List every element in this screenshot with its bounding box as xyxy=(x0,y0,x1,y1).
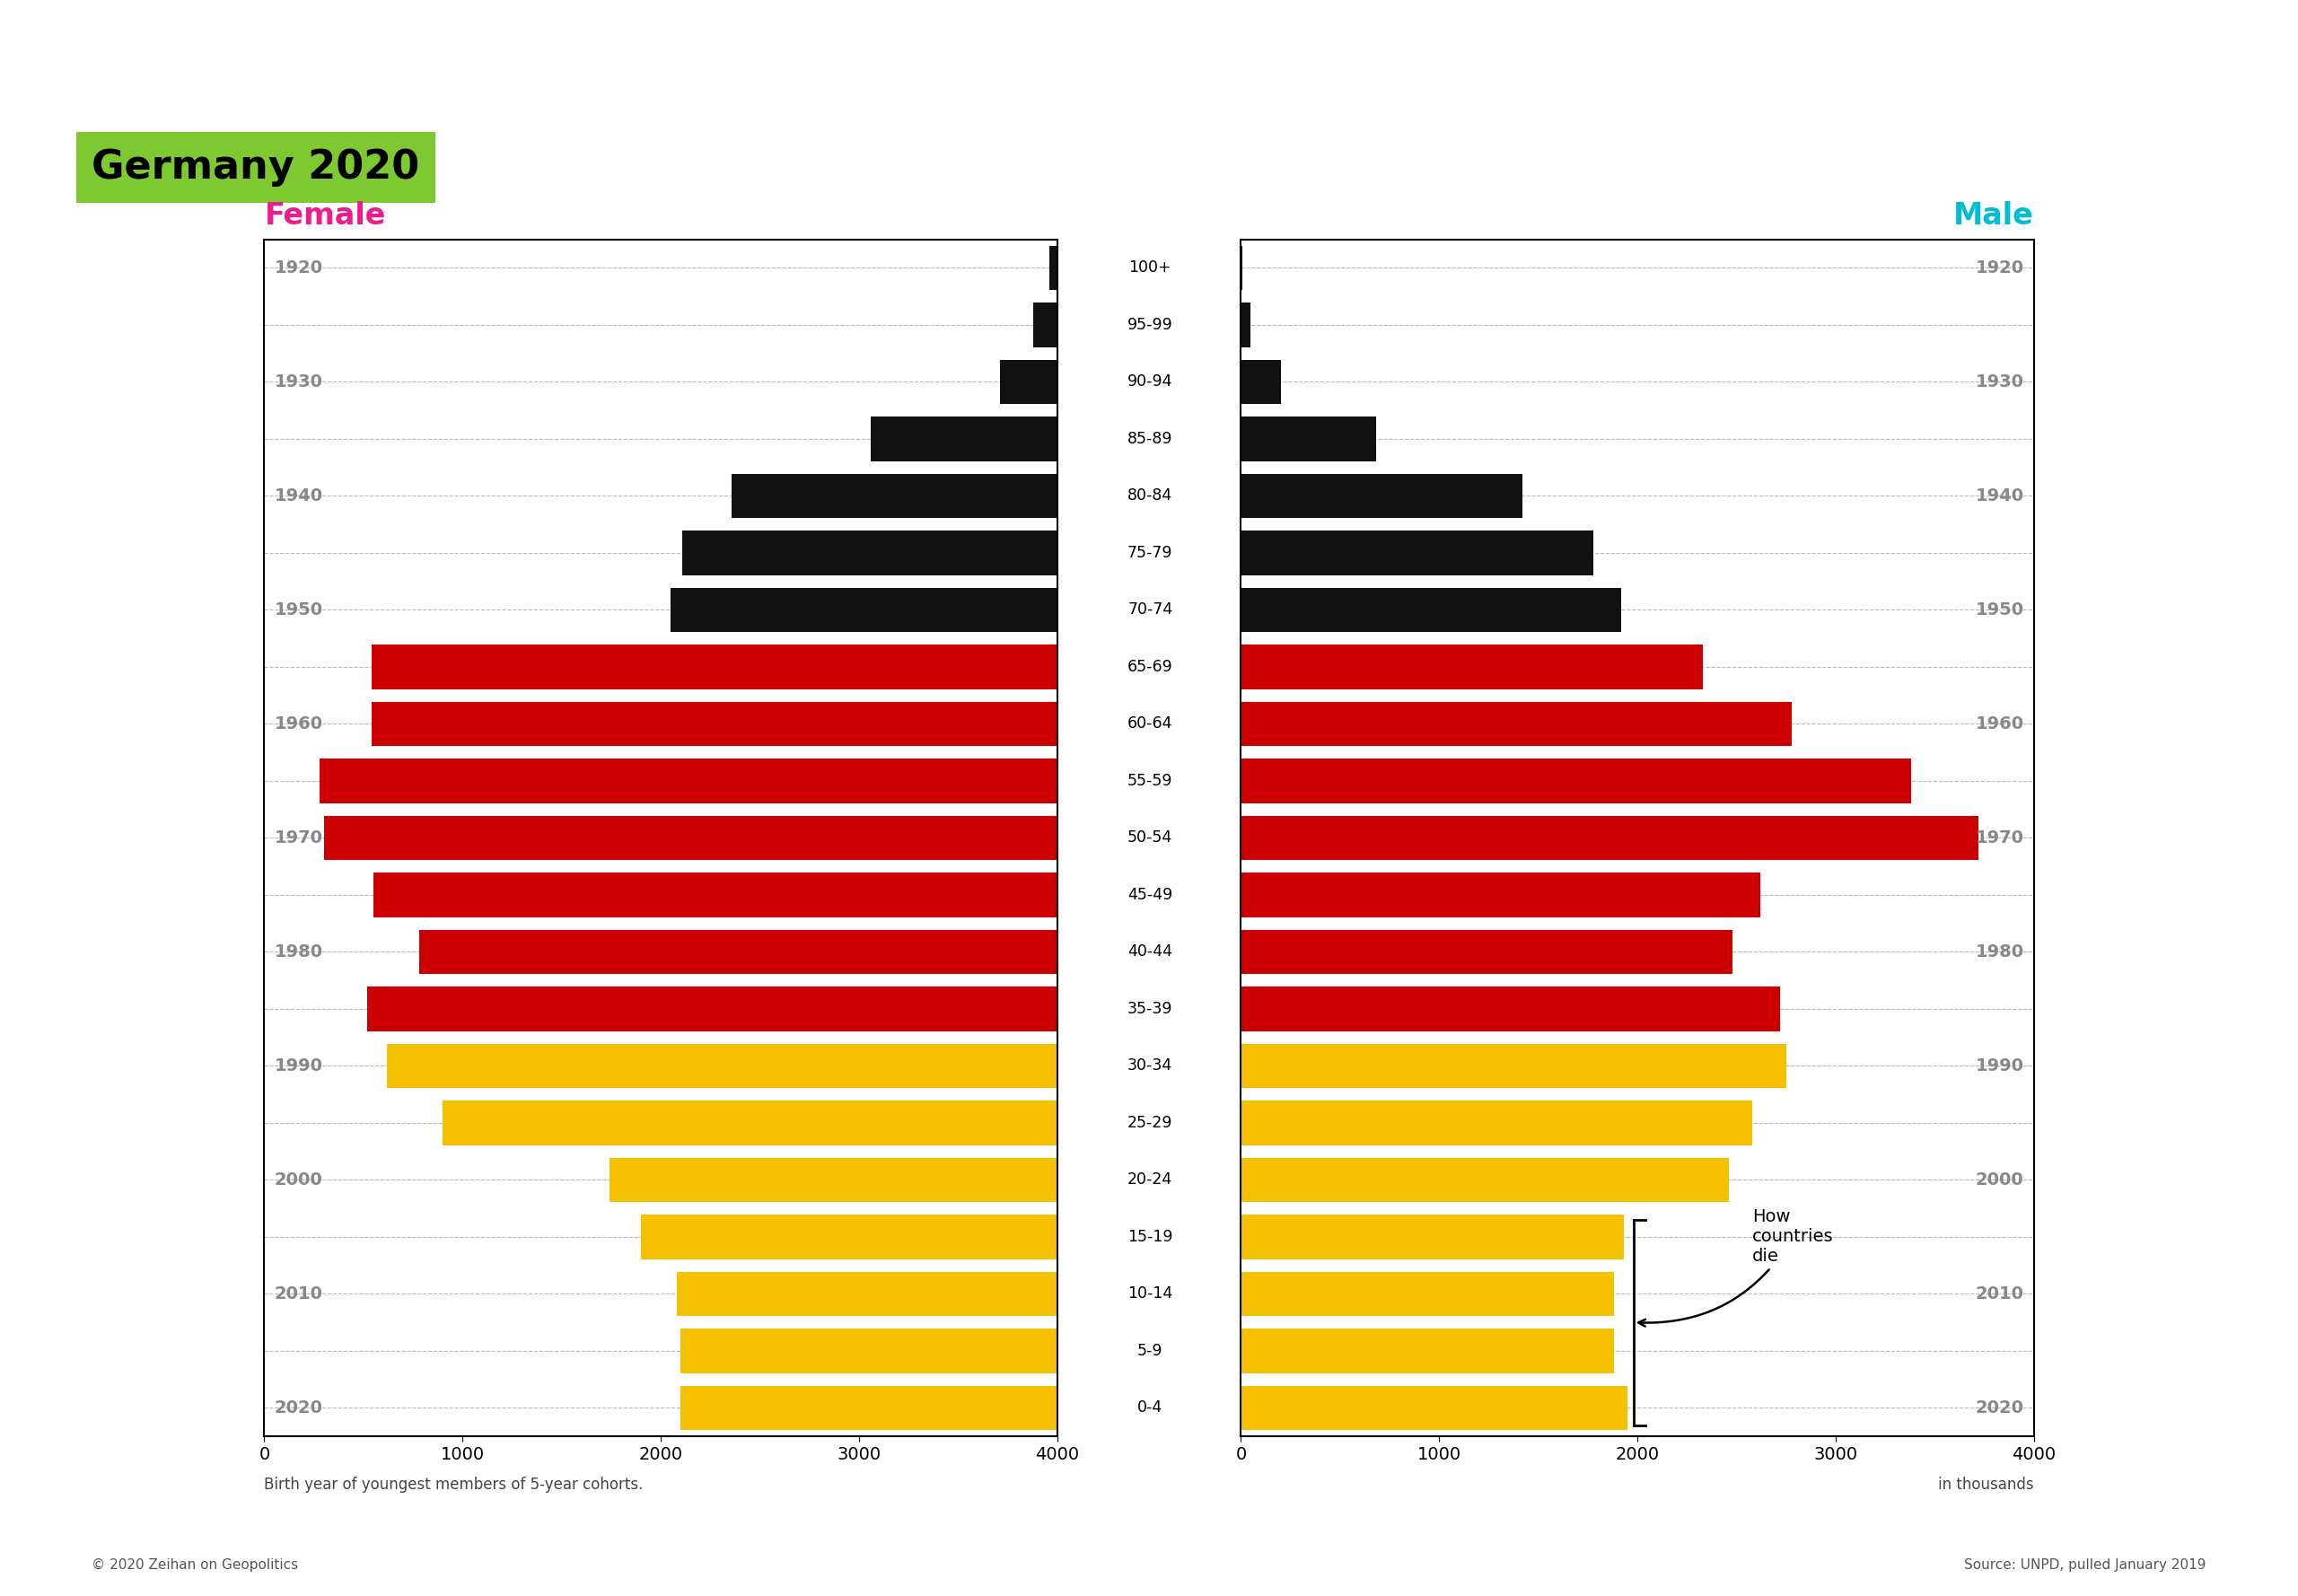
Text: 75-79: 75-79 xyxy=(1128,544,1172,560)
Text: 90-94: 90-94 xyxy=(1128,373,1172,389)
Bar xyxy=(1241,1385,1627,1430)
Text: 1970: 1970 xyxy=(273,830,322,846)
Bar xyxy=(1241,474,1521,519)
Bar xyxy=(1241,359,1280,404)
Text: 1960: 1960 xyxy=(1976,715,2025,733)
Text: 35-39: 35-39 xyxy=(1128,1001,1172,1017)
Bar xyxy=(1241,645,1703,689)
Text: 20-24: 20-24 xyxy=(1128,1171,1172,1187)
Bar xyxy=(418,929,1057,974)
Bar xyxy=(1241,929,1733,974)
Text: 1930: 1930 xyxy=(273,373,322,391)
Text: 95-99: 95-99 xyxy=(1128,318,1172,334)
Text: in thousands: in thousands xyxy=(1937,1476,2034,1492)
Bar xyxy=(1241,1157,1728,1202)
Bar xyxy=(680,1328,1057,1373)
Text: Birth year of youngest members of 5-year cohorts.: Birth year of youngest members of 5-year… xyxy=(264,1476,643,1492)
Bar xyxy=(676,1272,1057,1317)
Text: 50-54: 50-54 xyxy=(1128,830,1172,846)
Text: Male: Male xyxy=(1953,201,2034,230)
Bar xyxy=(1000,359,1057,404)
Text: 1980: 1980 xyxy=(1976,943,2025,961)
Bar xyxy=(1034,303,1057,346)
Text: 2020: 2020 xyxy=(273,1400,322,1416)
Text: Germany 2020: Germany 2020 xyxy=(92,148,421,187)
Text: 2010: 2010 xyxy=(273,1285,322,1302)
Bar xyxy=(368,986,1057,1031)
Bar xyxy=(671,587,1057,632)
Text: 1950: 1950 xyxy=(273,602,322,618)
Bar xyxy=(1241,530,1595,575)
Text: 2020: 2020 xyxy=(1976,1400,2025,1416)
Text: 40-44: 40-44 xyxy=(1128,943,1172,959)
Bar xyxy=(1241,1101,1753,1146)
Bar xyxy=(1241,587,1622,632)
Text: 70-74: 70-74 xyxy=(1128,602,1172,618)
Bar xyxy=(733,474,1057,519)
Text: 1980: 1980 xyxy=(273,943,322,961)
Text: 60-64: 60-64 xyxy=(1128,717,1172,733)
Bar xyxy=(641,1215,1057,1259)
Text: 30-34: 30-34 xyxy=(1128,1058,1172,1074)
Text: 1930: 1930 xyxy=(1976,373,2025,391)
Bar xyxy=(609,1157,1057,1202)
Bar xyxy=(1241,1328,1613,1373)
Bar xyxy=(1241,1044,1786,1088)
Bar xyxy=(319,758,1057,803)
Text: © 2020 Zeihan on Geopolitics: © 2020 Zeihan on Geopolitics xyxy=(92,1559,299,1572)
Bar xyxy=(1241,986,1781,1031)
Text: 1990: 1990 xyxy=(1976,1058,2025,1074)
Text: 65-69: 65-69 xyxy=(1128,659,1172,675)
Text: How
countries
die: How countries die xyxy=(1638,1208,1834,1326)
Bar xyxy=(386,1044,1057,1088)
Text: 100+: 100+ xyxy=(1128,260,1172,276)
Text: 1960: 1960 xyxy=(273,715,322,733)
Bar xyxy=(1241,702,1792,745)
Bar xyxy=(1050,246,1057,290)
Bar xyxy=(372,873,1057,918)
Text: 1990: 1990 xyxy=(273,1058,322,1074)
Bar xyxy=(444,1101,1057,1146)
Bar xyxy=(1241,1272,1613,1317)
Bar xyxy=(1241,303,1250,346)
Text: 10-14: 10-14 xyxy=(1128,1286,1172,1302)
Bar xyxy=(324,816,1057,860)
Text: 25-29: 25-29 xyxy=(1128,1116,1172,1132)
Bar xyxy=(1241,816,1979,860)
Text: 45-49: 45-49 xyxy=(1128,887,1172,903)
Text: 15-19: 15-19 xyxy=(1128,1229,1172,1245)
Text: 85-89: 85-89 xyxy=(1128,431,1172,447)
Bar xyxy=(683,530,1057,575)
Text: 2000: 2000 xyxy=(273,1171,322,1189)
Bar xyxy=(1241,758,1912,803)
Text: Female: Female xyxy=(264,201,386,230)
Text: 1970: 1970 xyxy=(1976,830,2025,846)
Text: 1940: 1940 xyxy=(273,487,322,504)
Text: Source: UNPD, pulled January 2019: Source: UNPD, pulled January 2019 xyxy=(1965,1559,2206,1572)
Text: 2010: 2010 xyxy=(1976,1285,2025,1302)
Text: 80-84: 80-84 xyxy=(1128,488,1172,504)
Bar xyxy=(372,645,1057,689)
Text: 1920: 1920 xyxy=(273,260,322,276)
Text: 1950: 1950 xyxy=(1976,602,2025,618)
Bar xyxy=(871,417,1057,461)
Text: 1940: 1940 xyxy=(1976,487,2025,504)
Bar xyxy=(372,702,1057,745)
Text: 0-4: 0-4 xyxy=(1138,1400,1163,1416)
Text: 55-59: 55-59 xyxy=(1128,772,1172,788)
Bar xyxy=(1241,1215,1622,1259)
Bar xyxy=(680,1385,1057,1430)
Bar xyxy=(1241,417,1377,461)
Bar xyxy=(1241,873,1760,918)
Text: 2000: 2000 xyxy=(1976,1171,2025,1189)
Text: 5-9: 5-9 xyxy=(1138,1342,1163,1358)
Text: 1920: 1920 xyxy=(1976,260,2025,276)
